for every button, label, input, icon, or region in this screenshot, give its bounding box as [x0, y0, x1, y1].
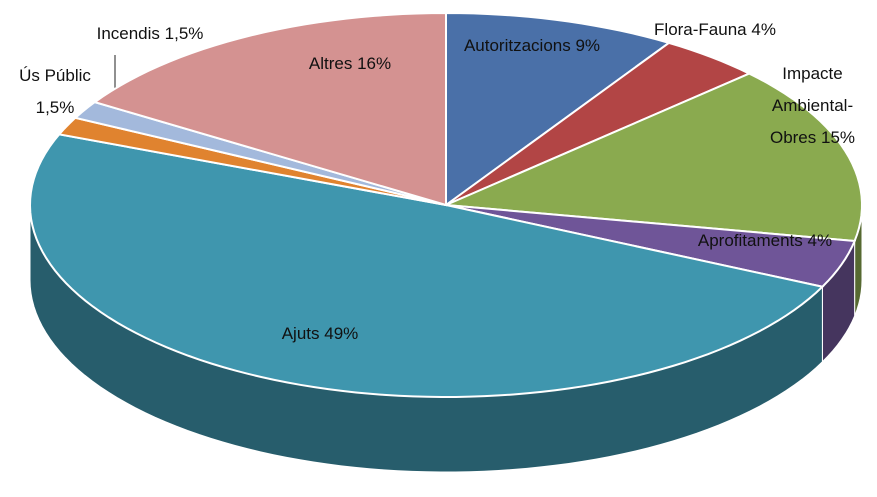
value-label: 1,5% — [35, 98, 75, 117]
value-label: 1,5% — [164, 24, 204, 43]
slice-label: Aprofitaments 4% — [670, 225, 860, 257]
value-label: 4% — [807, 231, 833, 250]
category-label: Aprofitaments — [697, 231, 803, 250]
slice-label: Autoritzacions 9% — [452, 30, 612, 62]
category-label: Autoritzacions — [463, 36, 571, 55]
slice — [445, 72, 863, 243]
slice-label: Incendis 1,5% — [60, 18, 240, 50]
category-label: Flora-Fauna — [654, 20, 747, 39]
slice-label: Altres 16% — [270, 48, 430, 80]
slice — [445, 41, 752, 206]
category-label: Ús Públic — [19, 66, 91, 85]
slice — [445, 11, 672, 207]
slice-label: Impacte Ambiental-Obres 15% — [750, 58, 875, 154]
slice-label: Ajuts 49% — [240, 318, 400, 350]
slice-label: Ús Públic 1,5% — [0, 60, 110, 124]
category-label: Impacte Ambiental-Obres — [769, 64, 854, 147]
value-label: 49% — [324, 324, 359, 343]
category-label: Incendis — [96, 24, 160, 43]
value-label: 4% — [751, 20, 776, 39]
category-label: Ajuts — [281, 324, 320, 343]
slice-label: Flora-Fauna 4% — [640, 14, 790, 46]
slice — [445, 204, 857, 288]
value-label: 9% — [575, 36, 601, 55]
value-label: 15% — [821, 128, 856, 147]
value-label: 16% — [357, 54, 392, 73]
slice — [28, 133, 825, 398]
category-label: Altres — [308, 54, 353, 73]
slice — [92, 11, 447, 207]
